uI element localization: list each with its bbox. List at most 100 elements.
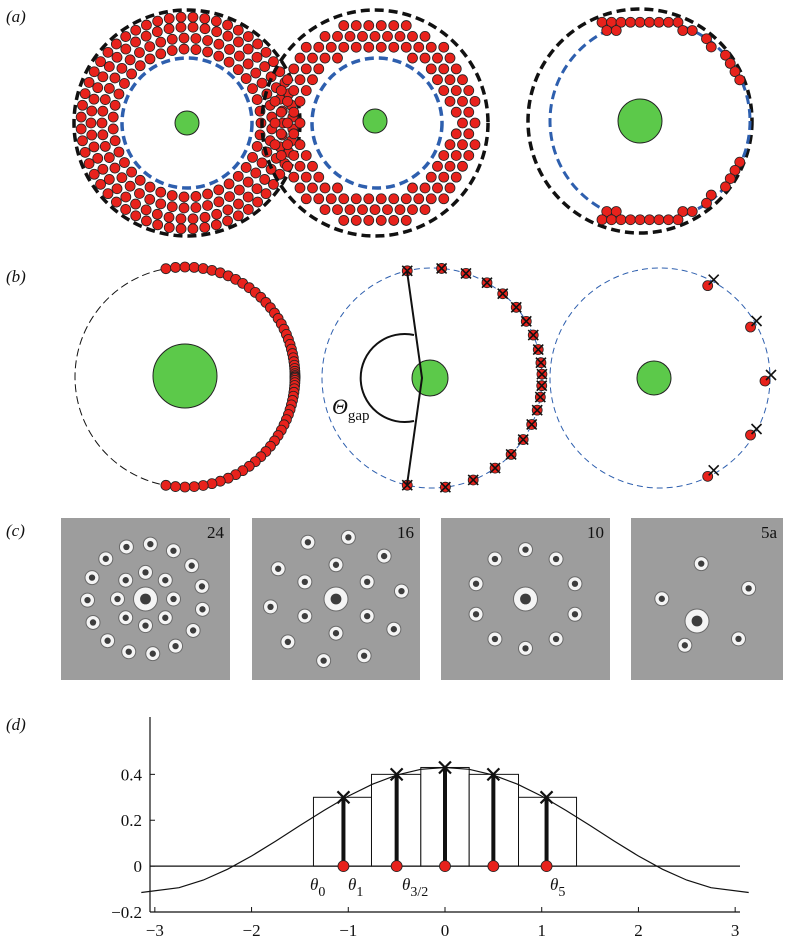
spot-core — [103, 556, 109, 562]
spot-core — [659, 596, 665, 602]
particle — [223, 31, 233, 41]
particle — [645, 17, 655, 27]
spot-core — [172, 643, 178, 649]
spot-core — [364, 579, 370, 585]
particle — [234, 185, 244, 195]
stem-base — [541, 861, 552, 872]
particle — [645, 215, 655, 225]
particle — [131, 199, 141, 209]
particle — [283, 161, 293, 171]
particle — [176, 12, 186, 22]
stem-label: θ1 — [348, 875, 363, 900]
particle — [308, 161, 318, 171]
particle — [602, 26, 612, 36]
spot-core — [698, 560, 704, 566]
particle — [470, 140, 480, 150]
particle — [420, 53, 430, 63]
particle — [114, 147, 124, 157]
particle — [270, 118, 280, 128]
particle — [233, 211, 243, 221]
cross-marker — [709, 275, 719, 285]
particle — [433, 75, 443, 85]
particle — [98, 130, 108, 140]
particle — [308, 75, 318, 85]
particle — [191, 191, 201, 201]
particle — [203, 200, 213, 210]
particle — [451, 86, 461, 96]
spot-core — [553, 636, 559, 642]
particle — [96, 57, 106, 67]
particle — [458, 161, 468, 171]
particle — [358, 31, 368, 41]
particle — [200, 212, 210, 222]
spot-core — [199, 606, 205, 612]
particle — [289, 86, 299, 96]
particle — [119, 158, 129, 168]
particle — [110, 163, 120, 173]
particle — [295, 140, 305, 150]
particle — [179, 44, 189, 54]
particle — [458, 96, 468, 106]
particle — [283, 118, 293, 128]
particle — [635, 17, 645, 27]
particle — [77, 136, 87, 146]
spot-core — [473, 581, 479, 587]
particle — [351, 194, 361, 204]
particle — [451, 64, 461, 74]
stem-base — [488, 861, 499, 872]
stem-base — [440, 861, 451, 872]
particle — [333, 205, 343, 215]
particle — [243, 44, 253, 54]
spot-core — [391, 626, 397, 632]
particle — [214, 39, 224, 49]
particle — [176, 214, 186, 224]
angle-label: Θgap — [332, 394, 370, 424]
particle — [164, 13, 174, 23]
particle — [167, 45, 177, 55]
image-label: 16 — [397, 523, 414, 542]
y-tick-label: 0.4 — [121, 765, 143, 784]
particle — [458, 75, 468, 85]
particle — [251, 68, 261, 78]
particle — [253, 39, 263, 49]
particle — [654, 17, 664, 27]
particle — [458, 118, 468, 128]
particle — [433, 183, 443, 193]
particle — [395, 31, 405, 41]
particle — [121, 44, 131, 54]
cross-marker — [709, 465, 719, 475]
spot-core — [522, 645, 528, 651]
particle — [439, 172, 449, 182]
particle — [426, 172, 436, 182]
particle — [626, 17, 636, 27]
spot-core — [473, 611, 479, 617]
particle — [295, 118, 305, 128]
particle — [433, 53, 443, 63]
stem-label-subscript: 3/2 — [410, 885, 428, 900]
particle — [223, 20, 233, 30]
spot-core — [520, 594, 531, 605]
particle — [96, 179, 106, 189]
particle — [252, 184, 262, 194]
spot-core — [381, 553, 387, 559]
particle — [179, 33, 189, 43]
particle — [270, 96, 280, 106]
particle — [345, 205, 355, 215]
particle — [141, 216, 151, 226]
spot-core — [553, 556, 559, 562]
particle — [607, 215, 617, 225]
particle — [134, 188, 144, 198]
particle — [103, 47, 113, 57]
particle — [376, 21, 386, 31]
particle — [191, 33, 201, 43]
particle — [252, 52, 262, 62]
panel-label: (c) — [6, 521, 25, 540]
core — [175, 111, 199, 135]
particle — [260, 174, 270, 184]
particle — [224, 57, 234, 67]
particle — [188, 214, 198, 224]
particle — [141, 20, 151, 30]
stem-label: θ0 — [310, 875, 325, 900]
core — [618, 99, 662, 143]
particle — [200, 24, 210, 34]
